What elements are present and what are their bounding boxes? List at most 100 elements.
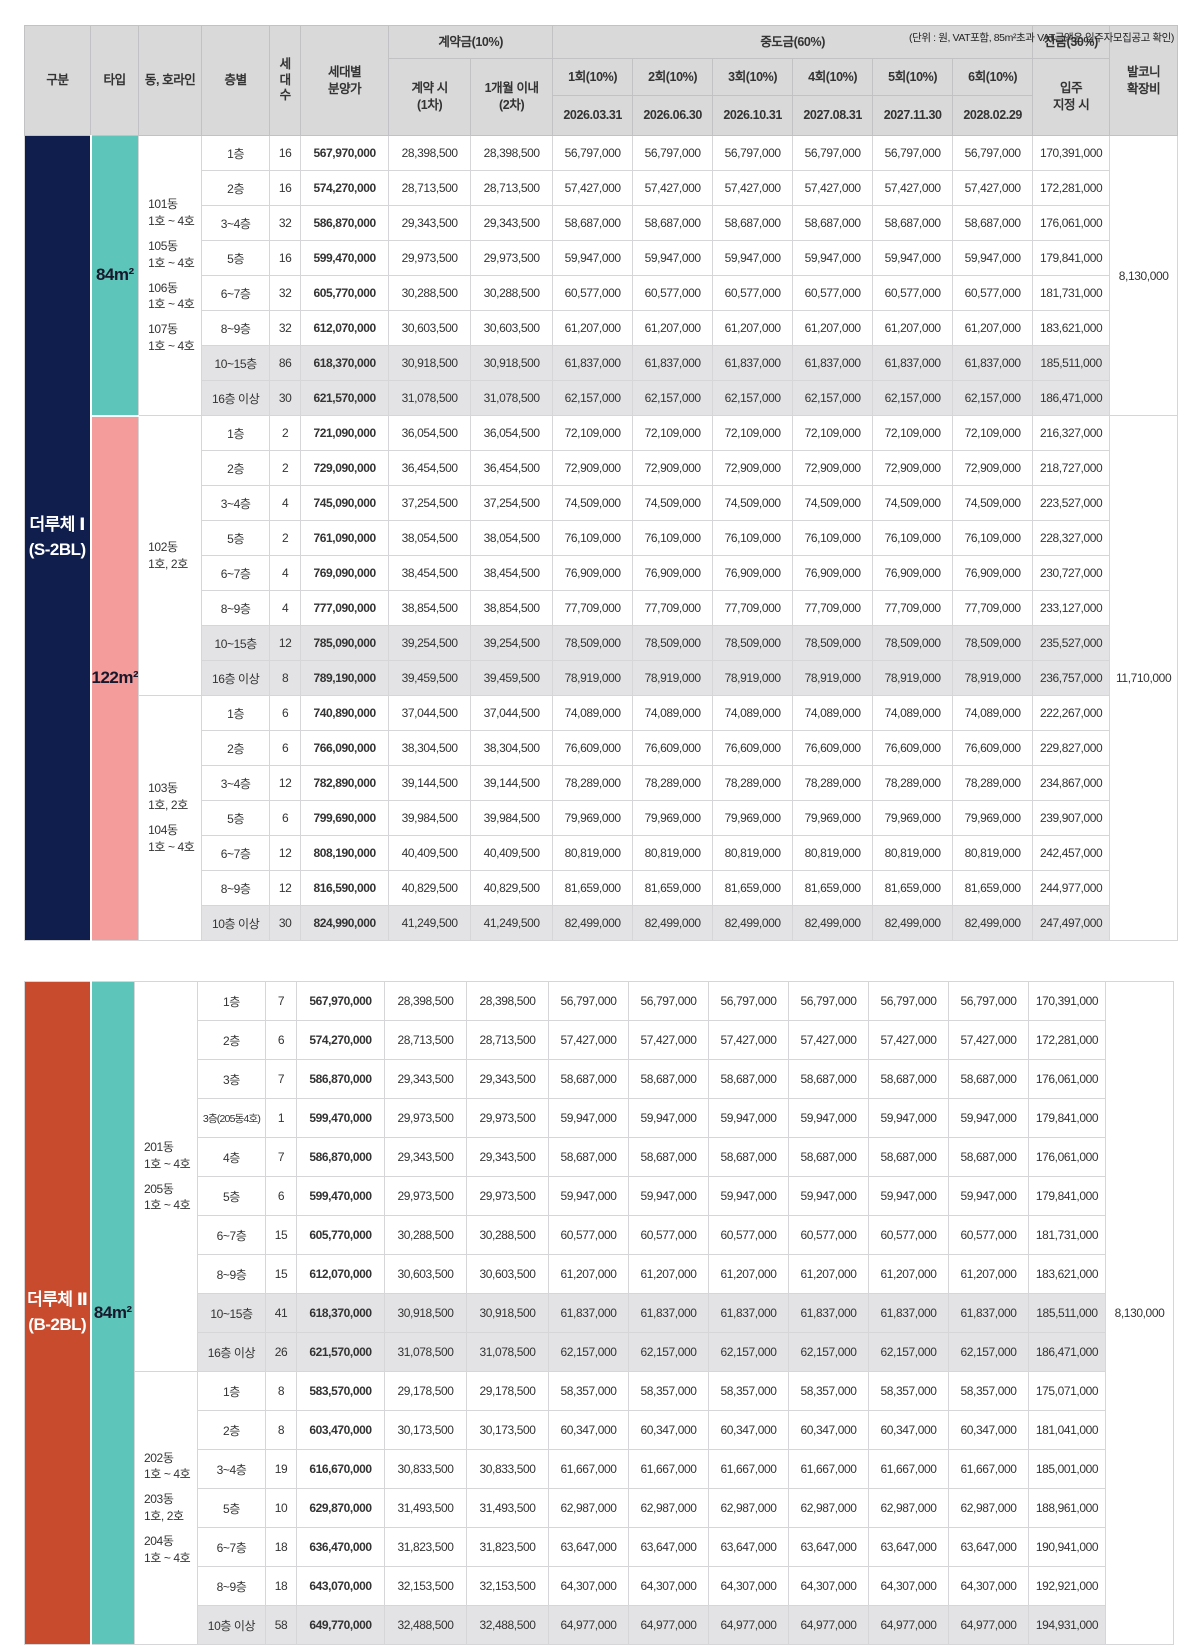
interim-5-cell: 78,289,000: [872, 765, 954, 801]
section-label: 더루체 Ⅰ (S-2BL): [24, 135, 92, 941]
contract-2-cell: 38,054,500: [470, 520, 554, 556]
interim-1-cell: 61,837,000: [552, 345, 634, 381]
interim-6-cell: 64,977,000: [948, 1605, 1029, 1645]
units-cell: 2: [269, 415, 302, 451]
contract-1-cell: 38,454,500: [388, 555, 472, 591]
dong-ho-entry: 101동 1호 ~ 4호: [148, 197, 195, 229]
floor-cell: 5층: [197, 1488, 266, 1528]
interim-5-cell: 61,837,000: [868, 1293, 949, 1333]
units-cell: 12: [269, 625, 302, 661]
units-cell: 1: [265, 1098, 297, 1138]
price-cell: 616,670,000: [296, 1449, 385, 1489]
interim-1-cell: 76,909,000: [552, 555, 634, 591]
interim-6-cell: 78,509,000: [952, 625, 1034, 661]
contract-1-cell: 29,343,500: [384, 1059, 467, 1099]
interim-1-cell: 57,427,000: [552, 170, 634, 206]
balance-cell: 247,497,000: [1032, 905, 1111, 941]
contract-1-cell: 36,054,500: [388, 415, 472, 451]
floor-cell: 1층: [197, 981, 266, 1021]
contract-2-cell: 28,713,500: [470, 170, 554, 206]
contract-1-cell: 30,918,500: [384, 1293, 467, 1333]
contract-1-cell: 39,984,500: [388, 800, 472, 836]
price-cell: 816,590,000: [300, 870, 390, 906]
interim-3-cell: 61,837,000: [708, 1293, 789, 1333]
balance-cell: 183,621,000: [1032, 310, 1111, 346]
interim-3-cell: 78,509,000: [712, 625, 794, 661]
table-row: 2층 6 766,090,000 38,304,500 38,304,500 76,609…: [25, 730, 1178, 766]
floor-cell: 6~7층: [201, 835, 271, 871]
balcony-cell: 8,130,000: [1105, 981, 1174, 1645]
units-cell: 6: [269, 695, 302, 731]
table-row: 2층 2 729,090,000 36,454,500 36,454,500 72,909…: [25, 450, 1178, 486]
interim-1-cell: 58,687,000: [552, 205, 634, 241]
interim-4-cell: 82,499,000: [792, 905, 874, 941]
table-row: 2층 6 574,270,000 28,713,500 28,713,500 57,427…: [25, 1020, 1174, 1060]
interim-4-cell: 62,157,000: [792, 380, 874, 416]
interim-4-cell: 57,427,000: [792, 170, 874, 206]
price-cell: 808,190,000: [300, 835, 390, 871]
price-cell: 586,870,000: [300, 205, 390, 241]
interim-1-cell: 56,797,000: [548, 981, 629, 1021]
interim-2-cell: 60,577,000: [632, 275, 714, 311]
contract-1-cell: 30,603,500: [384, 1254, 467, 1294]
interim-2-cell: 82,499,000: [632, 905, 714, 941]
interim-6-cell: 78,289,000: [952, 765, 1034, 801]
interim-4-cell: 79,969,000: [792, 800, 874, 836]
interim-3-cell: 59,947,000: [712, 240, 794, 276]
balance-cell: 223,527,000: [1032, 485, 1111, 521]
interim-5-cell: 57,427,000: [868, 1020, 949, 1060]
interim-4-cell: 57,427,000: [788, 1020, 869, 1060]
balance-cell: 190,941,000: [1028, 1527, 1106, 1567]
interim-1-cell: 61,207,000: [552, 310, 634, 346]
table-row: 8~9층 15 612,070,000 30,603,500 30,603,500 61,…: [25, 1254, 1174, 1294]
price-cell: 612,070,000: [296, 1254, 385, 1294]
interim-4-cell: 78,509,000: [792, 625, 874, 661]
contract-1-cell: 30,603,500: [388, 310, 472, 346]
interim-3-cell: 62,157,000: [712, 380, 794, 416]
interim-4-cell: 59,947,000: [788, 1098, 869, 1138]
contract-2-cell: 31,823,500: [466, 1527, 549, 1567]
interim-5-cell: 76,609,000: [872, 730, 954, 766]
contract-1-cell: 28,398,500: [384, 981, 467, 1021]
col-header-interim-3: 3회(10%): [712, 58, 794, 96]
interim-1-cell: 60,347,000: [548, 1410, 629, 1450]
contract-2-cell: 28,398,500: [470, 135, 554, 171]
units-cell: 12: [269, 765, 302, 801]
dong-ho-entry: 105동 1호 ~ 4호: [148, 238, 195, 270]
col-header-units: 세대수: [269, 25, 302, 136]
units-cell: 16: [269, 135, 302, 171]
interim-date-3: 2026.10.31: [712, 95, 794, 136]
interim-2-cell: 78,509,000: [632, 625, 714, 661]
price-cell: 583,570,000: [296, 1371, 385, 1411]
interim-6-cell: 81,659,000: [952, 870, 1034, 906]
price-cell: 621,570,000: [296, 1332, 385, 1372]
table-row: 5층 6 599,470,000 29,973,500 29,973,500 59,947…: [25, 1176, 1174, 1216]
interim-4-cell: 72,109,000: [792, 415, 874, 451]
interim-3-cell: 61,837,000: [712, 345, 794, 381]
contract-2-cell: 41,249,500: [470, 905, 554, 941]
contract-1-cell: 30,918,500: [388, 345, 472, 381]
contract-2-cell: 29,178,500: [466, 1371, 549, 1411]
contract-2-cell: 31,078,500: [466, 1332, 549, 1372]
interim-1-cell: 59,947,000: [552, 240, 634, 276]
floor-cell: 5층: [201, 520, 271, 556]
interim-3-cell: 78,289,000: [712, 765, 794, 801]
interim-1-cell: 63,647,000: [548, 1527, 629, 1567]
interim-4-cell: 58,687,000: [788, 1059, 869, 1099]
interim-2-cell: 81,659,000: [632, 870, 714, 906]
table-row: 10층 이상 30 824,990,000 41,249,500 41,249,500 8…: [25, 905, 1178, 941]
unit-note: (단위 : 원, VAT포함, 85m²초과 VAT금액은 입주자모집공고 확인…: [909, 32, 1174, 44]
table-row: 2층 8 603,470,000 30,173,500 30,173,500 60,347…: [25, 1410, 1174, 1450]
type-label: 122m²: [89, 414, 140, 941]
interim-6-cell: 74,089,000: [952, 695, 1034, 731]
interim-1-cell: 64,307,000: [548, 1566, 629, 1606]
floor-cell: 6~7층: [197, 1527, 266, 1567]
interim-2-cell: 76,909,000: [632, 555, 714, 591]
interim-4-cell: 76,109,000: [792, 520, 874, 556]
interim-4-cell: 59,947,000: [792, 240, 874, 276]
table-row: 8~9층 18 643,070,000 32,153,500 32,153,500 64,…: [25, 1566, 1174, 1606]
interim-6-cell: 61,207,000: [952, 310, 1034, 346]
dong-ho-entry: 107동 1호 ~ 4호: [148, 322, 195, 353]
units-cell: 32: [269, 205, 302, 241]
interim-6-cell: 62,157,000: [952, 380, 1034, 416]
